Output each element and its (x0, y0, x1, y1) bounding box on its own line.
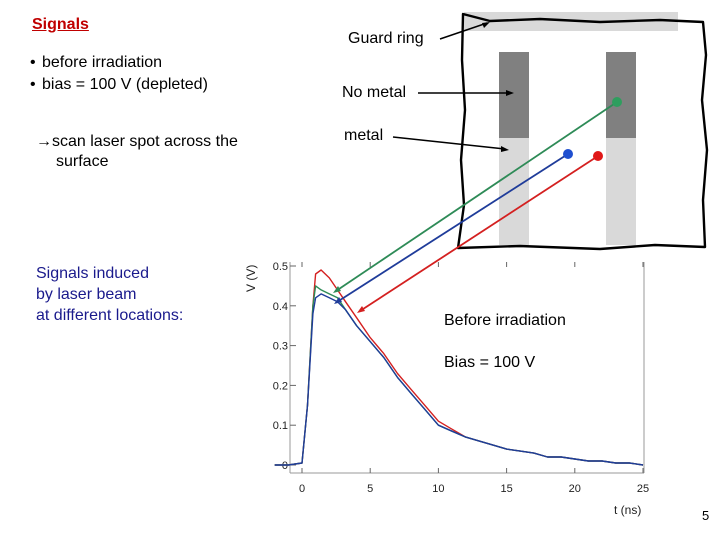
pad-metal-left (499, 138, 529, 245)
y-axis-label: V (V) (244, 265, 258, 292)
bullet-text: before irradiation (42, 54, 163, 71)
y-tick-label: 0.3 (273, 341, 288, 353)
bullet-dot-icon: • (30, 76, 36, 93)
x-tick-label: 25 (637, 483, 649, 495)
signal-chart: 0 0.1 0.2 0.3 0.4 0.5 0 5 10 15 20 25 V (V) t (ns) (244, 261, 649, 517)
no-metal-label: No metal (342, 84, 407, 101)
green-connector (335, 101, 618, 292)
x-tick-label: 0 (299, 483, 305, 495)
green-laser-spot (612, 97, 622, 107)
x-tick-label: 20 (569, 483, 581, 495)
bullet-bias: • bias = 100 V (depleted) (30, 76, 208, 94)
scan-note-line1: →scan laser spot across the (36, 133, 238, 150)
laser-markers (333, 97, 622, 313)
bullet-text: bias = 100 V (depleted) (42, 76, 208, 93)
before-irradiation-label: Before irradiation (444, 312, 566, 329)
y-tick-label: 0.4 (273, 301, 288, 313)
series-layer (274, 269, 644, 466)
induced-line: Signals induced (36, 265, 149, 282)
arrowhead-icon (501, 146, 509, 152)
bullet-dot-icon: • (30, 54, 36, 71)
y-axis: 0 0.1 0.2 0.3 0.4 0.5 (273, 261, 296, 473)
pad-no-metal-right (606, 52, 636, 138)
signal-series-line-1 (274, 285, 644, 466)
x-tick-label: 10 (432, 483, 444, 495)
signal-series-line-0 (274, 269, 644, 466)
detector-sketch (392, 12, 709, 251)
pad-no-metal-left (499, 52, 529, 138)
guard-ring-arrow (439, 22, 488, 40)
slide-title: Signals (32, 16, 89, 33)
y-tick-label: 0.1 (273, 420, 288, 432)
x-tick-label: 15 (500, 483, 512, 495)
x-tick-label: 5 (367, 483, 373, 495)
bias-label: Bias = 100 V (444, 354, 536, 371)
signal-series-line-2 (274, 293, 644, 466)
arrowhead-icon (506, 90, 514, 96)
induced-line: at different locations: (36, 307, 184, 324)
y-tick-label: 0 (282, 460, 288, 472)
red-laser-spot (593, 151, 603, 161)
y-tick-label: 0.2 (273, 380, 288, 392)
scan-note: →scan laser spot across the surface (36, 132, 238, 172)
blue-laser-spot (563, 149, 573, 159)
x-axis: 0 5 10 15 20 25 (290, 262, 649, 495)
y-tick-label: 0.5 (273, 261, 288, 273)
blue-connector (336, 153, 569, 303)
red-arrowhead-icon (357, 306, 365, 313)
blue-arrowhead-icon (334, 297, 342, 304)
red-connector (359, 155, 599, 312)
x-axis-label: t (ns) (614, 503, 641, 517)
scan-note-line2: surface (56, 153, 109, 170)
arrowhead-icon (482, 22, 490, 28)
metal-label: metal (344, 127, 384, 144)
sensor-outline (456, 12, 709, 251)
green-arrowhead-icon (333, 286, 341, 293)
metal-arrow (392, 136, 506, 150)
induced-line: by laser beam (36, 286, 137, 303)
guard-ring-label: Guard ring (348, 30, 424, 47)
induced-signals-text: Signals induced by laser beam at differe… (36, 263, 183, 326)
pad-metal-right (606, 138, 636, 245)
page-number: 5 (702, 508, 710, 523)
bullet-before-irradiation: • before irradiation (30, 54, 162, 72)
